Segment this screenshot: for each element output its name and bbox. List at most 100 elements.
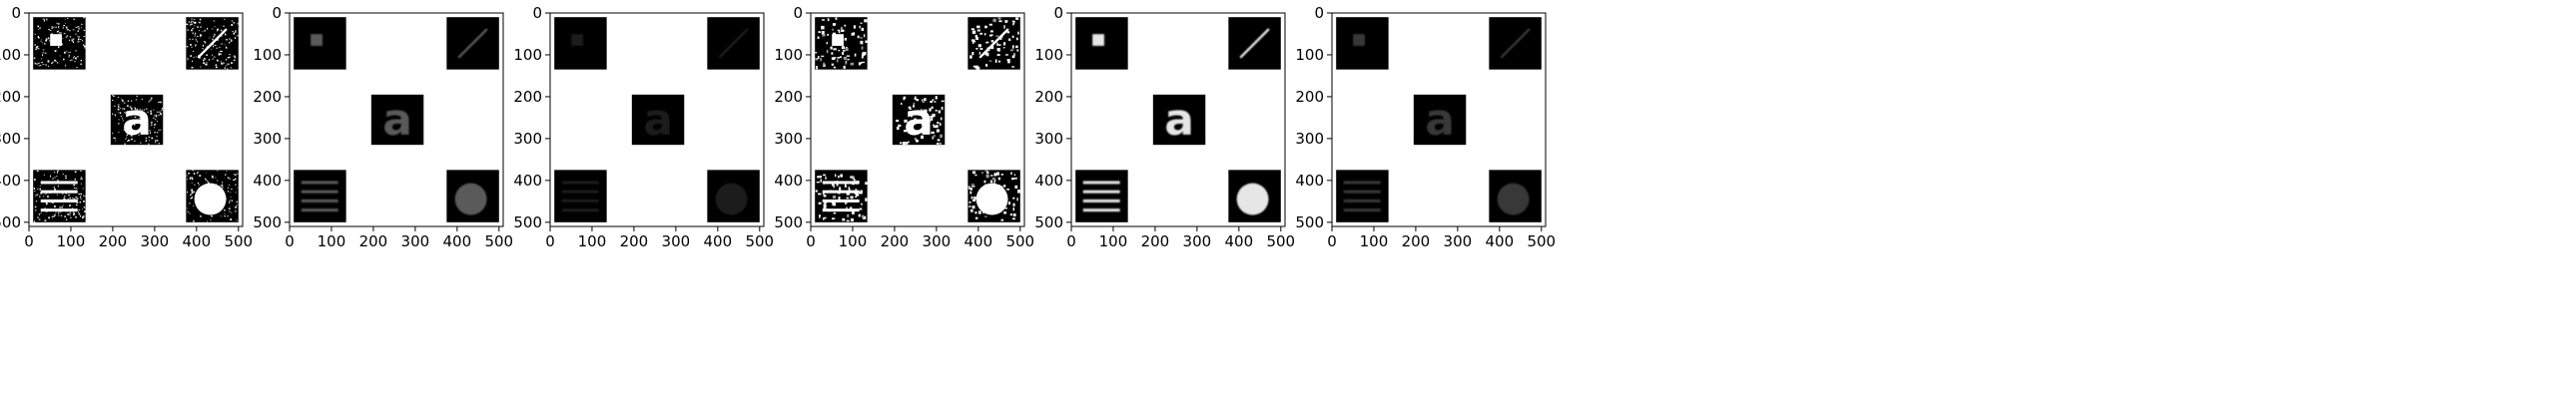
noise-speck: [929, 121, 932, 123]
noise-speck: [848, 188, 851, 191]
noise-speck: [36, 194, 39, 196]
noise-speck: [33, 220, 36, 223]
x-tick-label: 400: [443, 232, 472, 250]
noise-speck: [47, 65, 49, 67]
noise-speck: [36, 63, 38, 65]
a-shape: a: [1425, 95, 1455, 146]
noise-speck: [47, 60, 50, 62]
noise-speck: [39, 64, 42, 66]
x-tick-label: 200: [1402, 232, 1431, 250]
noise-speck: [147, 133, 149, 135]
noise-speck: [225, 47, 228, 49]
noise-speck: [838, 30, 841, 34]
tile-top-left: [1075, 17, 1128, 70]
noise-speck: [846, 47, 848, 49]
noise-speck: [920, 109, 923, 112]
noise-speck: [84, 210, 86, 212]
noise-speck: [65, 26, 68, 29]
noise-speck: [48, 37, 50, 40]
noise-speck: [46, 193, 48, 195]
noise-speck: [60, 211, 62, 213]
noise-speck: [215, 64, 218, 67]
y-tick-label: 100: [253, 46, 282, 64]
noise-speck: [159, 112, 161, 113]
noise-speck: [861, 46, 864, 50]
noise-speck: [832, 217, 836, 219]
noise-speck: [1000, 174, 1003, 176]
noise-speck: [197, 182, 200, 185]
noise-speck: [989, 180, 993, 184]
noise-speck: [1003, 211, 1007, 214]
noise-speck: [38, 65, 40, 67]
noise-speck: [862, 52, 866, 57]
noise-speck: [969, 191, 972, 195]
noise-speck: [832, 202, 836, 207]
noise-speck: [227, 177, 230, 179]
noise-speck: [148, 136, 151, 138]
noise-speck: [156, 111, 159, 114]
noise-speck: [139, 117, 142, 119]
noise-speck: [922, 131, 925, 134]
noise-speck: [158, 114, 160, 117]
noise-speck: [200, 35, 203, 37]
noise-speck: [75, 57, 77, 60]
noise-speck: [53, 214, 56, 217]
noise-speck: [145, 140, 147, 143]
noise-speck: [860, 40, 864, 45]
noise-speck: [125, 127, 127, 129]
noise-speck: [865, 40, 868, 44]
noise-speck: [1012, 203, 1015, 207]
noise-speck: [39, 188, 41, 191]
noise-speck: [77, 38, 80, 41]
x-tick-label: 0: [1066, 232, 1076, 250]
noise-speck: [56, 22, 58, 25]
noise-speck: [43, 19, 45, 22]
noise-speck: [67, 17, 69, 19]
noise-speck: [191, 23, 193, 25]
noise-speck: [131, 138, 133, 141]
noise-speck: [833, 48, 837, 51]
noise-speck: [969, 208, 973, 212]
noise-speck: [227, 63, 229, 66]
noise-speck: [61, 43, 63, 45]
tile-bottom-right: [186, 170, 239, 222]
noise-speck: [80, 196, 82, 199]
noise-speck: [917, 122, 919, 125]
noise-speck: [83, 195, 84, 197]
noise-speck: [915, 140, 920, 143]
square-mark: [50, 34, 62, 46]
noise-speck: [816, 65, 818, 70]
noise-speck: [1011, 66, 1014, 68]
noise-speck: [818, 193, 822, 196]
noise-speck: [233, 174, 236, 175]
noise-speck: [38, 62, 40, 64]
noise-speck: [968, 188, 972, 190]
noise-speck: [80, 59, 83, 62]
noise-speck: [991, 177, 995, 181]
noise-speck: [64, 215, 66, 217]
noise-speck: [191, 29, 193, 32]
noise-speck: [125, 138, 127, 140]
horizontal-bars-shape: [301, 181, 338, 212]
bar-mark: [822, 199, 860, 203]
noise-speck: [850, 217, 855, 221]
noise-speck: [192, 190, 194, 193]
noise-speck: [1012, 22, 1014, 26]
noise-speck: [112, 100, 114, 101]
letter-a-mark: a: [643, 95, 673, 146]
tile-background: [554, 170, 607, 222]
x-tick-label: 300: [1183, 232, 1212, 250]
noise-speck: [898, 124, 902, 127]
noise-speck: [43, 174, 46, 176]
horizontal-bars-shape: [40, 181, 78, 212]
noise-speck: [80, 178, 82, 180]
noise-speck: [190, 21, 192, 24]
noise-speck: [198, 30, 201, 32]
noise-speck: [237, 22, 240, 25]
noise-speck: [1002, 47, 1005, 49]
noise-speck: [192, 21, 195, 22]
x-tick-label: 300: [662, 232, 691, 250]
noise-speck: [38, 213, 41, 215]
noise-speck: [912, 131, 915, 135]
